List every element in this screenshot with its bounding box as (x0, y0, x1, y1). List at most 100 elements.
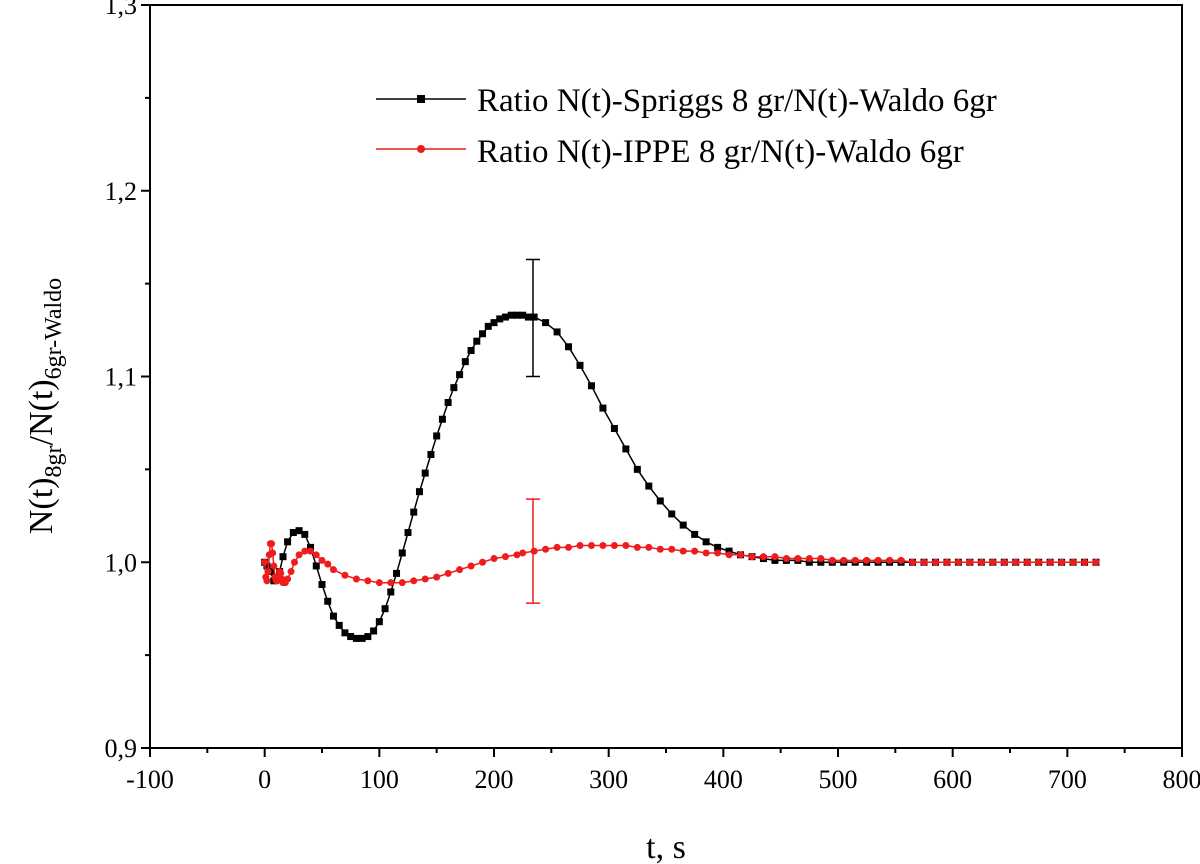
data-point (421, 575, 429, 583)
data-point (874, 556, 882, 564)
data-point (433, 573, 441, 581)
x-tick-label: 600 (933, 765, 972, 794)
data-point (375, 618, 383, 626)
data-point (410, 577, 418, 585)
data-point (645, 543, 653, 551)
data-point (263, 577, 271, 585)
data-point (714, 543, 722, 551)
data-point (748, 553, 756, 561)
data-point (691, 547, 699, 555)
data-point (467, 562, 475, 570)
data-point (269, 549, 277, 557)
data-point (370, 627, 378, 635)
data-point (490, 319, 498, 327)
data-point (576, 542, 584, 550)
data-point (530, 313, 538, 321)
data-point (1012, 558, 1020, 566)
data-point (1035, 558, 1043, 566)
data-point (496, 315, 504, 323)
data-point (279, 553, 287, 561)
data-point (398, 579, 406, 587)
data-point (542, 319, 550, 327)
data-point (261, 558, 269, 566)
data-point (290, 558, 298, 566)
y-axis-title-main: N(t) (23, 478, 60, 535)
data-point (656, 497, 664, 505)
data-point (805, 558, 813, 566)
data-point (1092, 558, 1100, 566)
data-point (358, 634, 366, 642)
data-point (341, 571, 349, 579)
legend-marker-ippe (417, 145, 425, 153)
data-point (513, 311, 521, 319)
y-axis-title-sub1: 8gr (41, 446, 67, 478)
data-point (473, 337, 481, 345)
data-point (524, 313, 532, 321)
data-point (633, 465, 641, 473)
data-point (284, 575, 292, 583)
data-point (398, 549, 406, 557)
y-axis-title-slash: /N(t) (23, 379, 60, 445)
data-point (312, 551, 320, 559)
data-point (501, 313, 509, 321)
data-point (553, 328, 561, 336)
data-point (565, 543, 573, 551)
data-point (461, 358, 469, 366)
data-point (622, 445, 630, 453)
series-layer (261, 258, 1100, 642)
data-point (295, 551, 303, 559)
data-point (393, 569, 401, 577)
data-point (295, 527, 303, 535)
data-point (519, 549, 527, 557)
data-point (599, 404, 607, 412)
data-point (444, 399, 452, 407)
data-point (519, 311, 527, 319)
data-point (450, 384, 458, 392)
data-point (284, 538, 292, 546)
data-point (318, 556, 326, 564)
data-point (668, 545, 676, 553)
data-point (301, 530, 309, 538)
x-tick-label: 400 (704, 765, 743, 794)
data-point (484, 322, 492, 330)
data-point (702, 538, 710, 546)
data-point (421, 469, 429, 477)
x-tick-label: 800 (1163, 765, 1200, 794)
x-axis-ticks: -100 0 100 200 300 400 500 600 700 800 (126, 748, 1200, 794)
data-point (645, 482, 653, 490)
data-point (828, 556, 836, 564)
data-point (622, 542, 630, 550)
data-point (507, 311, 515, 319)
data-point (759, 553, 767, 561)
data-point (289, 529, 297, 537)
data-point (329, 612, 337, 620)
data-point (329, 566, 337, 574)
data-point (415, 488, 423, 496)
data-point (490, 555, 498, 563)
data-point (679, 521, 687, 529)
data-point (782, 555, 790, 563)
data-point (467, 346, 475, 354)
x-tick-label: 100 (360, 765, 399, 794)
data-point (679, 547, 687, 555)
data-point (438, 415, 446, 423)
legend-label-ippe: Ratio N(t)-IPPE 8 gr/N(t)-Waldo 6gr (477, 134, 964, 170)
series-spriggs (261, 258, 1100, 642)
data-point (347, 633, 355, 641)
data-point (691, 530, 699, 538)
data-point (553, 543, 561, 551)
y-axis-title-sub2: 6gr-Waldo (41, 278, 67, 380)
data-point (404, 529, 412, 537)
x-tick-label: 500 (819, 765, 858, 794)
data-point (851, 556, 859, 564)
data-point (794, 555, 802, 563)
data-point (714, 549, 722, 557)
data-point (324, 597, 332, 605)
data-point (668, 510, 676, 518)
data-point (656, 545, 664, 553)
data-point (427, 451, 435, 459)
data-point (410, 508, 418, 516)
data-point (264, 568, 272, 576)
data-point (307, 547, 315, 555)
